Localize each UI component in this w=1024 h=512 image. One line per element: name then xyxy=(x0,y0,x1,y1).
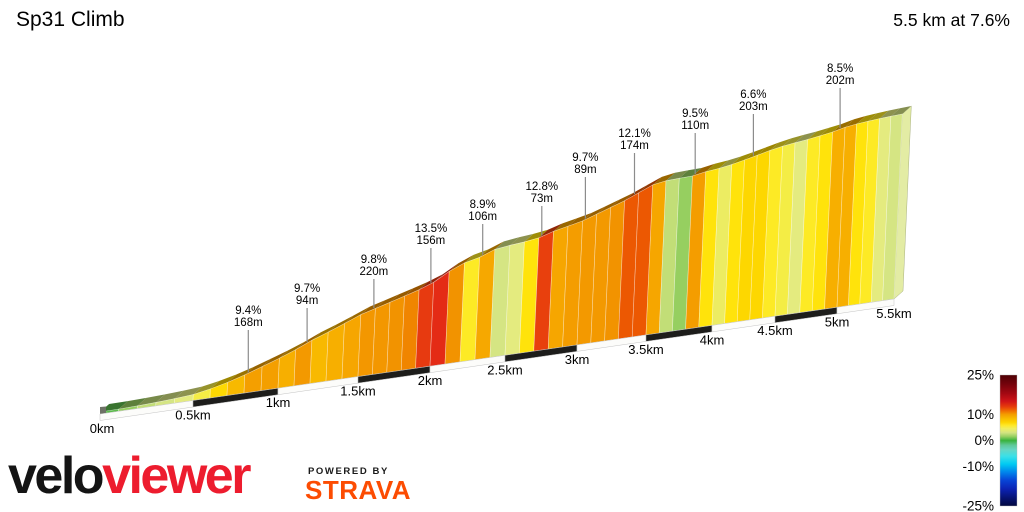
gradient-legend: 25% 10% 0% -10% -25% xyxy=(962,368,1018,512)
distance-label: 3.5km xyxy=(628,342,663,357)
legend-label: -25% xyxy=(962,499,994,512)
strava-logo: STRAVA xyxy=(305,475,412,505)
distance-ruler xyxy=(99,298,895,421)
distance-label: 2km xyxy=(418,373,443,388)
veloviewer-logo-velo: velo xyxy=(8,447,105,505)
annotation-gradient: 9.5% xyxy=(682,108,708,120)
annotation-length: 202m xyxy=(826,75,855,87)
page-title: Sp31 Climb xyxy=(16,8,125,31)
annotation-gradient: 9.7% xyxy=(572,152,598,164)
annotation-gradient: 8.9% xyxy=(470,199,496,211)
annotation-gradient: 12.1% xyxy=(618,128,651,140)
distance-label: 3km xyxy=(565,352,590,367)
legend-color-bar xyxy=(999,374,1018,507)
legend-label: 0% xyxy=(974,433,994,448)
veloviewer-logo-viewer: viewer xyxy=(102,447,251,505)
annotation-gradient: 9.4% xyxy=(235,305,261,317)
annotation-length: 106m xyxy=(468,211,497,223)
annotation-gradient: 12.8% xyxy=(525,181,558,193)
annotation-gradient: 9.8% xyxy=(361,254,387,266)
distance-label: 5.5km xyxy=(876,306,911,321)
annotation-length: 156m xyxy=(417,235,446,247)
profile-left-cap xyxy=(100,406,106,414)
powered-by-label: POWERED BY xyxy=(308,466,389,477)
annotation-length: 220m xyxy=(360,266,389,278)
annotation-length: 110m xyxy=(681,120,709,132)
legend-label: -10% xyxy=(962,459,994,474)
distance-label: 5km xyxy=(825,314,850,329)
distance-label: 4.5km xyxy=(757,323,792,338)
veloviewer-logo: veloviewer xyxy=(8,447,251,505)
annotation-length: 168m xyxy=(234,317,263,329)
legend-label: 25% xyxy=(967,368,994,383)
climb-stats-label: 5.5 km at 7.6% xyxy=(893,10,1010,30)
profile-top-ribbon xyxy=(100,106,912,412)
annotation-length: 73m xyxy=(531,193,553,205)
annotation-length: 174m xyxy=(620,140,649,152)
legend-label: 10% xyxy=(967,407,994,422)
distance-label: 2.5km xyxy=(487,362,522,377)
annotation-gradient: 8.5% xyxy=(827,63,853,75)
gradient-annotations: 9.4%168m9.7%94m9.8%220m13.5%156m8.9%106m… xyxy=(234,63,855,373)
annotation-length: 89m xyxy=(574,164,596,176)
annotation-gradient: 6.6% xyxy=(740,89,766,101)
distance-labels: 0km 0.5km 1km 1.5km 2km 2.5km 3km 3.5km 4km 4.5km… xyxy=(90,306,912,436)
distance-label: 4km xyxy=(700,332,725,347)
annotation-gradient: 13.5% xyxy=(415,223,448,235)
distance-label: 1.5km xyxy=(340,384,375,399)
distance-label: 0.5km xyxy=(175,408,210,423)
annotation-length: 203m xyxy=(739,101,768,113)
annotation-length: 94m xyxy=(296,295,318,307)
distance-label: 1km xyxy=(266,395,291,410)
annotation-gradient: 9.7% xyxy=(294,283,320,295)
profile-front-face xyxy=(99,113,903,415)
distance-label: 0km xyxy=(90,421,115,436)
